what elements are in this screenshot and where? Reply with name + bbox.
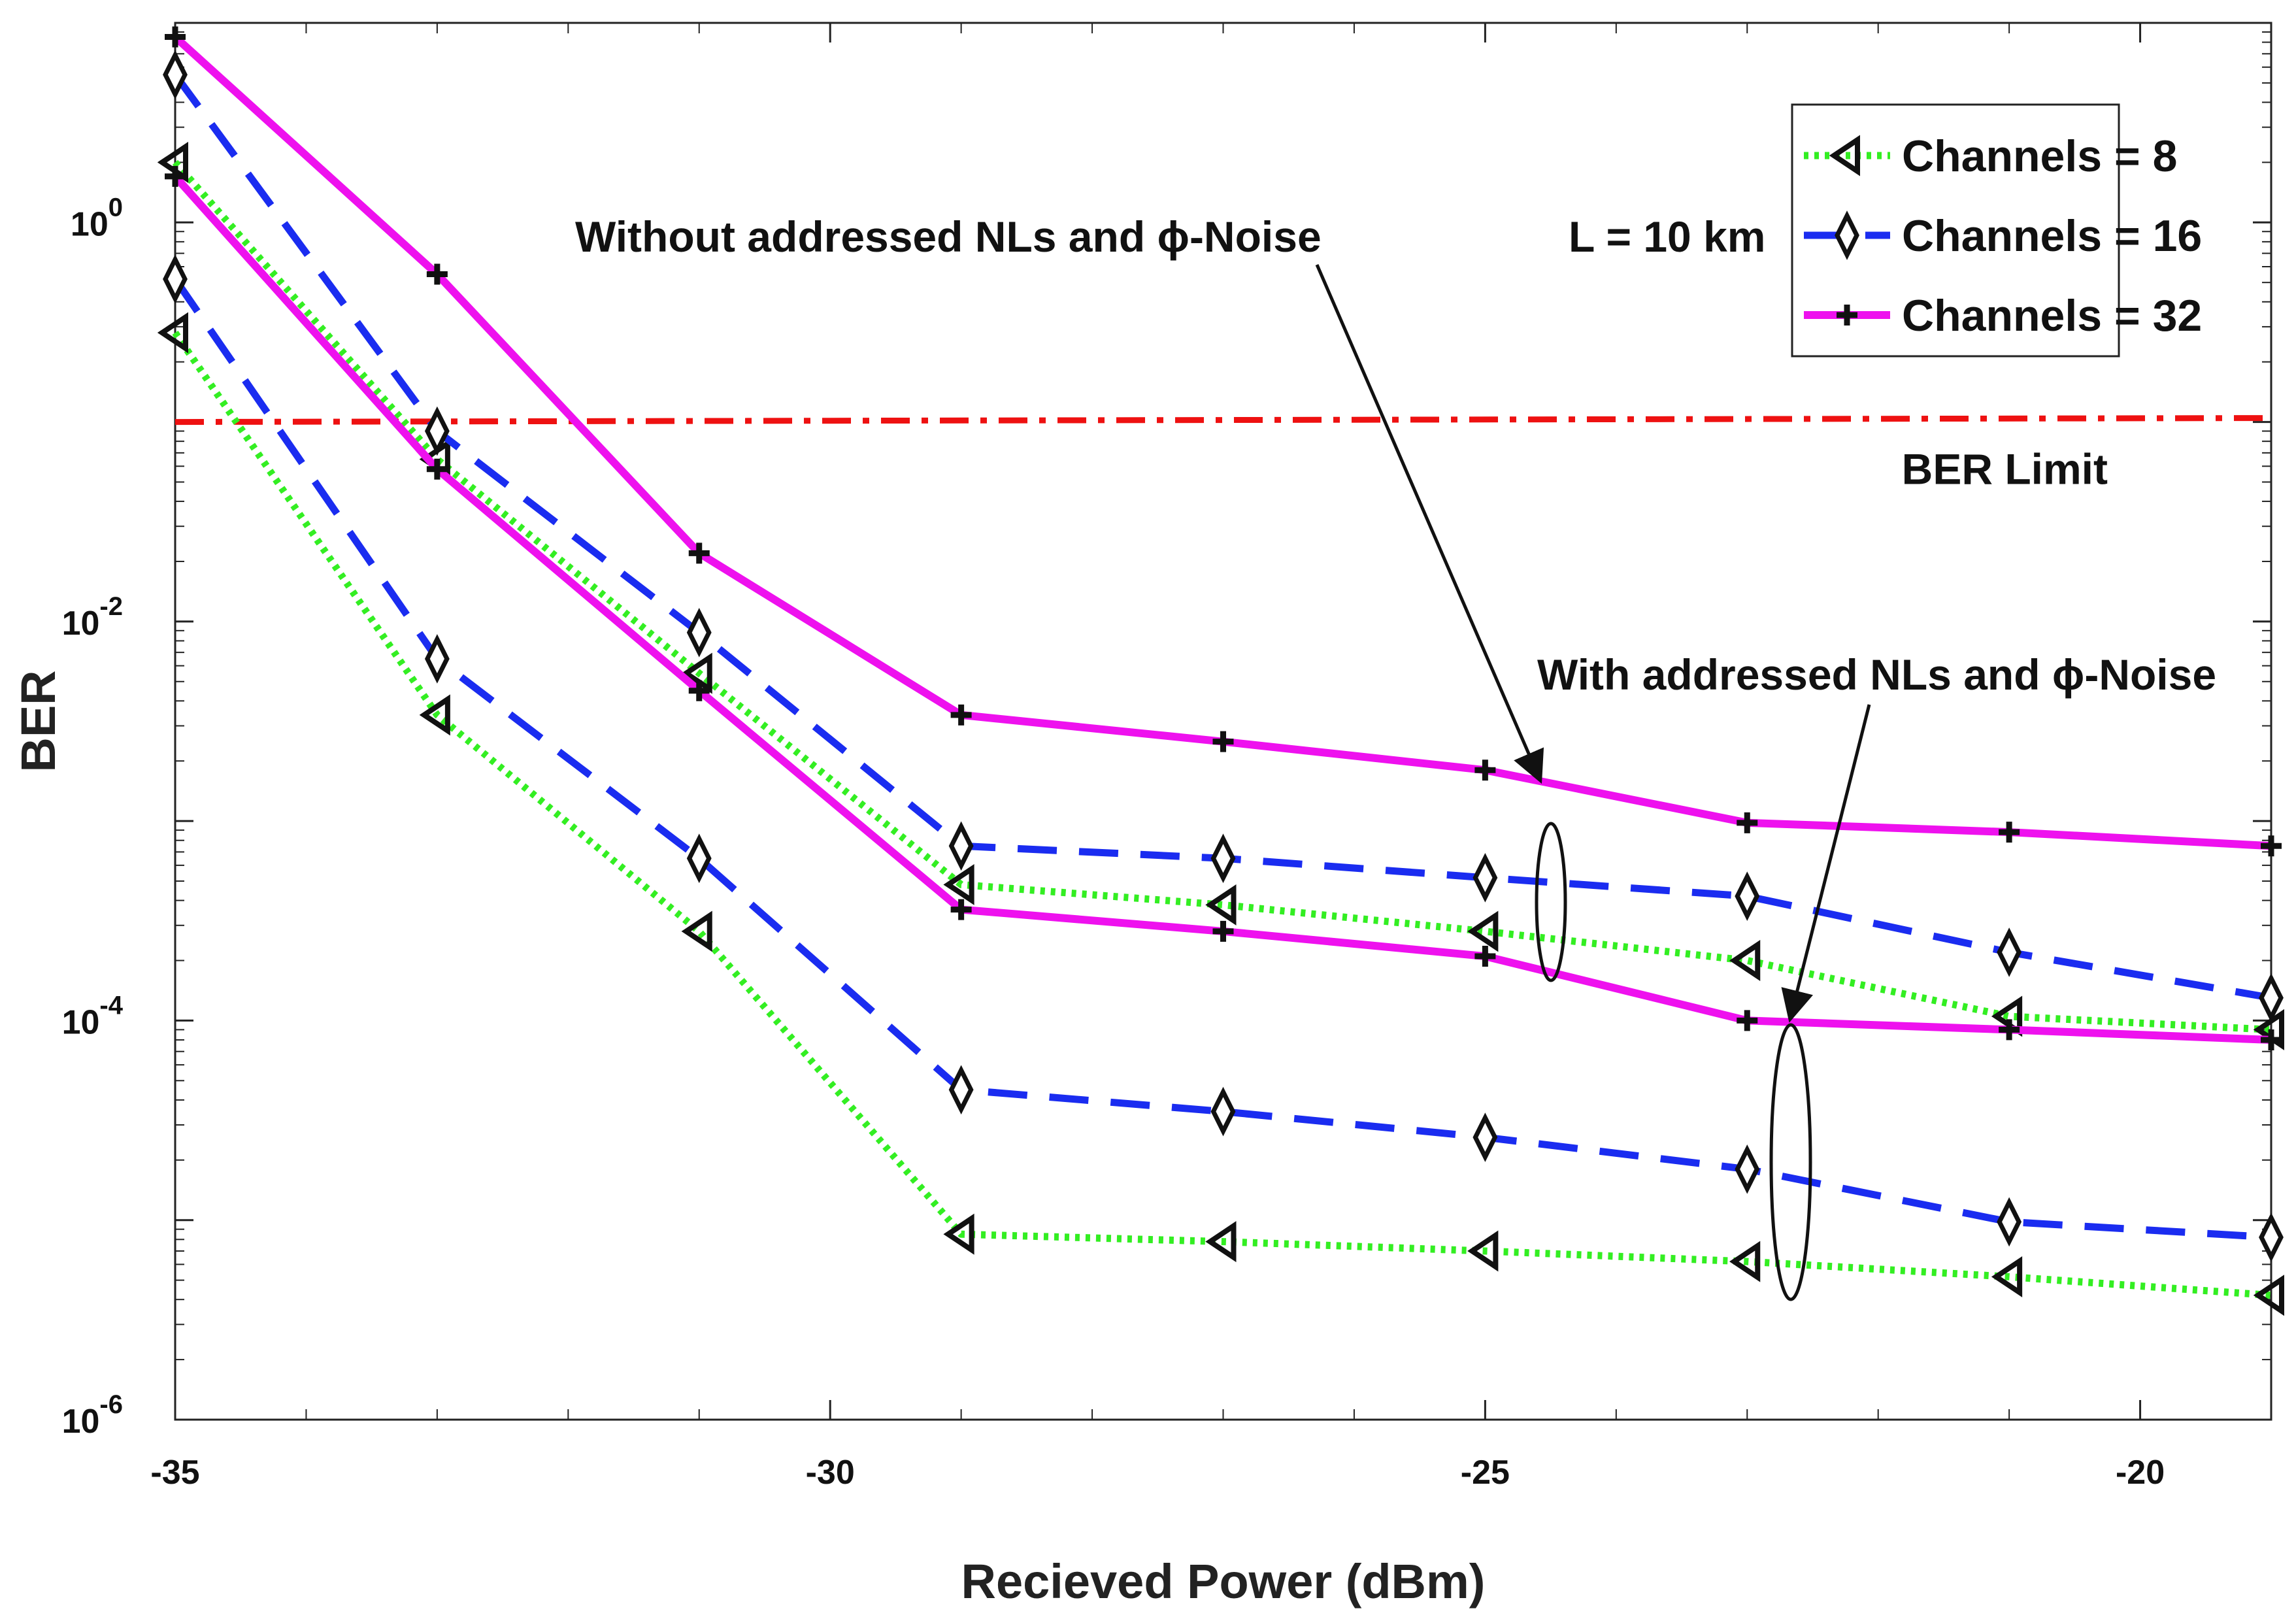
series-line: [172, 330, 2272, 1299]
y-tick-label-base: 10: [62, 1003, 100, 1041]
legend-label: Channels = 8: [1902, 131, 2177, 181]
data-point: [950, 899, 972, 920]
series-with-channels-8: [157, 312, 2284, 1316]
data-point: [1737, 1010, 1758, 1031]
data-point: [2259, 1212, 2284, 1262]
y-tick-label-base: 10: [71, 205, 108, 243]
legend: Channels = 8 Channels = 16 Channels = 32: [1791, 103, 2202, 358]
data-point: [681, 910, 712, 952]
data-point: [2261, 1029, 2282, 1051]
data-point: [950, 704, 972, 726]
y-tick-label: 100: [71, 193, 123, 243]
data-point: [1474, 946, 1496, 967]
y-tick-label-exponent: -6: [99, 1390, 123, 1419]
data-point: [1999, 822, 2020, 843]
series-without-channels-32: [165, 26, 2282, 857]
data-point: [686, 833, 712, 884]
legend-label: Channels = 32: [1902, 291, 2202, 341]
data-point: [1210, 1086, 1236, 1137]
data-point: [1737, 812, 1758, 833]
x-tick-label: -25: [1461, 1454, 1510, 1492]
y-tick-label-exponent: -2: [99, 592, 123, 621]
y-tick-label-exponent: -4: [99, 991, 123, 1020]
x-tick-label: -30: [806, 1454, 855, 1492]
data-point: [424, 406, 450, 456]
y-tick-label: 10-2: [62, 592, 123, 643]
data-point: [1205, 884, 1237, 926]
legend-entry: Channels = 8: [1804, 131, 2177, 181]
series-with-channels-32: [165, 165, 2282, 1051]
data-point: [1997, 927, 2022, 977]
series-layer: [157, 26, 2284, 1316]
data-point: [426, 458, 448, 480]
series-without-channels-16: [163, 50, 2284, 1023]
ellipse-without-compensation: [1535, 822, 1567, 982]
series-with-channels-16: [163, 254, 2284, 1262]
annotation-without-compensation: Without addressed NLs and ϕ-Noise: [575, 212, 1322, 261]
ber-limit-layer: BER Limit: [175, 415, 2272, 493]
series-line: [172, 159, 2272, 1033]
ber-limit-label: BER Limit: [1902, 445, 2108, 493]
ellipse-with-compensation: [1769, 1023, 1812, 1301]
data-point: [688, 542, 710, 564]
data-point: [1205, 1221, 1237, 1263]
data-point: [2259, 973, 2284, 1023]
data-point: [1735, 871, 1760, 921]
y-tick-label: 10-6: [62, 1390, 123, 1441]
data-point: [688, 680, 710, 701]
data-point: [1729, 940, 1761, 982]
x-tick-label: -20: [2116, 1454, 2165, 1492]
data-point: [163, 50, 188, 100]
annotation-with-compensation: With addressed NLs and ϕ-Noise: [1537, 650, 2216, 699]
data-point: [163, 254, 188, 304]
data-point: [2261, 835, 2282, 857]
legend-label: Channels = 16: [1902, 211, 2202, 261]
data-point: [1991, 1256, 2023, 1297]
data-point: [948, 1065, 974, 1115]
ber-limit-line: [175, 415, 2272, 426]
data-point: [1467, 1230, 1499, 1272]
data-point: [1729, 1241, 1761, 1282]
y-axis-title: BER: [11, 670, 65, 772]
data-point: [1210, 833, 1236, 884]
data-point: [1212, 920, 1234, 942]
data-point: [1999, 1019, 2020, 1041]
data-point: [165, 165, 186, 187]
data-point: [1467, 910, 1499, 952]
data-point: [424, 634, 450, 684]
data-point: [426, 263, 448, 285]
annotation-layer: L = 10 km Without addressed NLs and ϕ-Noi…: [575, 212, 2216, 1301]
y-tick-label-exponent: 0: [108, 193, 123, 222]
legend-entry: Channels = 16: [1804, 210, 2202, 261]
data-point: [1472, 1112, 1498, 1162]
annotation-length: L = 10 km: [1569, 212, 1765, 261]
y-tick-label: 10-4: [62, 991, 124, 1041]
data-point: [157, 312, 188, 354]
data-point: [1735, 1144, 1760, 1194]
x-axis-title: Recieved Power (dBm): [961, 1554, 1486, 1609]
legend-marker: [1829, 135, 1860, 176]
arrow-without-compensation: [1315, 264, 1544, 784]
data-point: [943, 863, 974, 905]
y-tick-label-base: 10: [62, 1403, 100, 1441]
data-point: [1212, 731, 1234, 752]
legend-entry: Channels = 32: [1804, 291, 2202, 341]
y-tick-label-base: 10: [62, 605, 100, 643]
data-point: [419, 694, 450, 736]
legend-marker: [1835, 210, 1859, 260]
legend-marker: [1837, 305, 1857, 325]
data-point: [2253, 1275, 2284, 1316]
data-point: [1472, 853, 1498, 903]
data-point: [943, 1213, 974, 1255]
data-point: [686, 607, 712, 658]
x-tick-label: -35: [150, 1454, 199, 1492]
data-point: [948, 821, 974, 871]
data-point: [1474, 759, 1496, 781]
arrow-with-compensation: [1781, 704, 1871, 1023]
series-line: [172, 276, 2272, 1241]
data-point: [165, 26, 186, 48]
data-point: [1997, 1197, 2022, 1247]
